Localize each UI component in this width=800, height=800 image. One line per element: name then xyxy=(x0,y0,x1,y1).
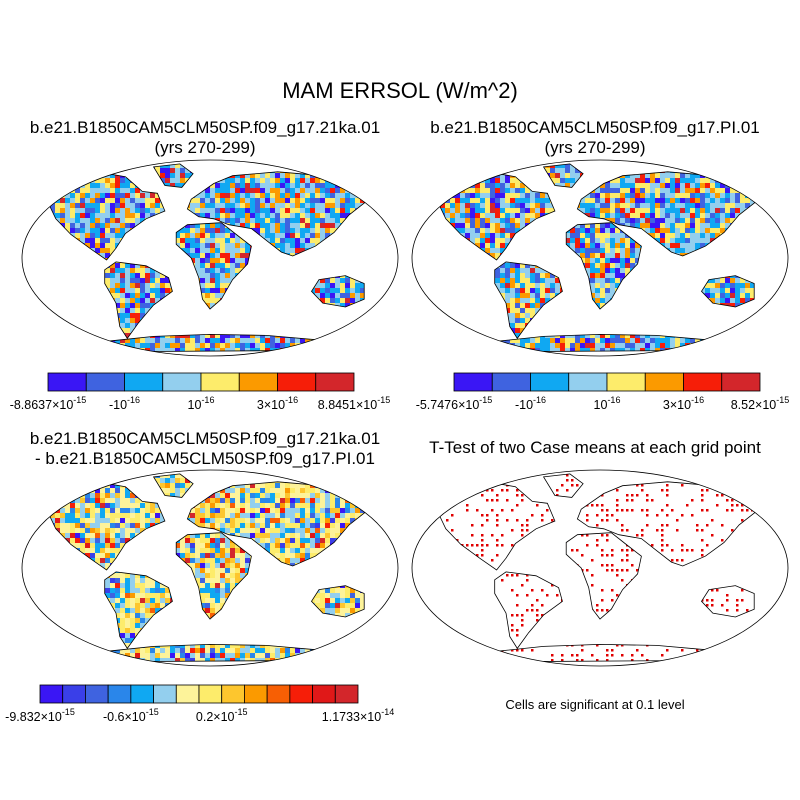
panel-1-title-line-1: b.e21.B1850CAM5CLM50SP.f09_g17.21ka.01 xyxy=(29,118,381,137)
colorbar-box xyxy=(221,684,245,704)
colorbar-box xyxy=(266,684,291,704)
colorbar-case1: -8.8637×10-15 -10-16 10-16 3×10-16 8.8451×10… xyxy=(10,372,390,412)
colorbar-label: -9.832×10-15 xyxy=(5,707,75,724)
colorbar-box xyxy=(39,684,64,704)
colorbar-box xyxy=(124,372,164,392)
map-panel-case2 xyxy=(411,159,789,357)
colorbar-case2: -5.7476×10-15 -10-16 10-16 3×10-16 8.52×10-1… xyxy=(416,372,790,412)
panel-4-title-line-1: T-Test of two Case means at each grid po… xyxy=(429,438,761,457)
colorbar-box xyxy=(453,372,493,392)
coastline-greenland xyxy=(152,163,194,188)
colorbar-label: 1.1733×10-14 xyxy=(322,707,394,724)
coastline-australia xyxy=(310,275,365,308)
panel-1-title: b.e21.B1850CAM5CLM50SP.f09_g17.21ka.01 (… xyxy=(20,118,390,158)
colorbar-label: 3×10-16 xyxy=(257,395,298,412)
colorbar-label: -10-16 xyxy=(515,395,546,412)
panel-4-title: T-Test of two Case means at each grid po… xyxy=(410,438,780,458)
colorbar-box xyxy=(200,372,240,392)
coastline-africa xyxy=(565,222,642,310)
coastline-africa xyxy=(175,532,252,620)
colorbar-label: 10-16 xyxy=(594,395,621,412)
colorbar-box xyxy=(721,372,761,392)
globe-outline xyxy=(411,469,789,667)
coastline-australia xyxy=(700,585,755,618)
coastline-eurasia xyxy=(186,171,373,257)
colorbar-box xyxy=(198,684,223,704)
map-panel-ttest xyxy=(411,469,789,667)
colorbar-box xyxy=(175,684,200,704)
panel-2-title-line-1: b.e21.B1850CAM5CLM50SP.f09_g17.PI.01 xyxy=(430,118,760,137)
colorbar-box xyxy=(238,372,278,392)
colorbar-label: -8.8637×10-15 xyxy=(10,395,87,412)
coastline-antarctica xyxy=(438,643,762,663)
coastlines xyxy=(424,473,763,663)
colorbar-label: -5.7476×10-15 xyxy=(416,395,493,412)
colorbar-label: 0.2×10-15 xyxy=(196,707,248,724)
coastline-greenland xyxy=(542,163,584,188)
panel-3-title-line-2: - b.e21.B1850CAM5CLM50SP.f09_g17.PI.01 xyxy=(35,449,375,468)
land-cells xyxy=(34,163,373,353)
colorbar-box xyxy=(289,684,313,704)
coastline-africa xyxy=(175,222,252,310)
coastline-north-america xyxy=(34,481,166,571)
significance-note: Cells are significant at 0.1 level xyxy=(505,697,685,712)
colorbar-box xyxy=(606,372,646,392)
colorbar-box xyxy=(85,684,109,704)
coastline-greenland xyxy=(152,473,194,498)
panel-2-title: b.e21.B1850CAM5CLM50SP.f09_g17.PI.01 (yr… xyxy=(410,118,780,158)
panel-1-title-line-2: (yrs 270-299) xyxy=(154,138,256,157)
map-panel-case1 xyxy=(21,159,399,357)
figure-title: MAM ERRSOL (W/m^2) xyxy=(282,78,518,103)
colorbar-box xyxy=(244,684,268,704)
coastline-africa xyxy=(565,532,642,620)
colorbar-box xyxy=(683,372,723,392)
globe-outline xyxy=(21,469,399,667)
colorbar-box xyxy=(130,684,154,704)
coastline-north-america xyxy=(424,171,556,261)
colorbar-box xyxy=(568,372,608,392)
colorbar-label: 3×10-16 xyxy=(663,395,704,412)
colorbar-difference: -9.832×10-15 -0.6×10-15 0.2×10-15 1.1733×10… xyxy=(5,684,394,724)
colorbar-box xyxy=(644,372,684,392)
globe-outline xyxy=(21,159,399,357)
panel-3-title: b.e21.B1850CAM5CLM50SP.f09_g17.21ka.01 -… xyxy=(20,429,390,469)
colorbar-label: -0.6×10-15 xyxy=(103,707,159,724)
coastline-south-america xyxy=(494,571,563,650)
coastline-south-america xyxy=(494,261,563,340)
map-panel-difference xyxy=(21,469,399,667)
colorbar-box xyxy=(491,372,531,392)
land-cells xyxy=(34,473,373,663)
panel-2-title-line-2: (yrs 270-299) xyxy=(544,138,646,157)
colorbar-box xyxy=(162,372,202,392)
colorbar-box xyxy=(153,684,177,704)
coastline-australia xyxy=(700,275,755,308)
colorbar-label: 8.8451×10-15 xyxy=(318,395,390,412)
coastline-greenland xyxy=(542,473,584,498)
coastline-eurasia xyxy=(186,481,373,567)
colorbar-box xyxy=(107,684,132,704)
coastline-eurasia xyxy=(576,481,763,567)
coastline-south-america xyxy=(104,261,173,340)
colorbar-box xyxy=(47,372,87,392)
panel-3-title-line-1: b.e21.B1850CAM5CLM50SP.f09_g17.21ka.01 xyxy=(29,429,381,448)
colorbar-box xyxy=(85,372,125,392)
colorbar-label: 8.52×10-15 xyxy=(731,395,790,412)
colorbar-box xyxy=(530,372,570,392)
colorbar-box xyxy=(62,684,86,704)
colorbar-label: -10-16 xyxy=(109,395,140,412)
colorbar-box xyxy=(334,684,359,704)
land-cells xyxy=(424,163,763,353)
colorbar-box xyxy=(315,372,355,392)
colorbar-label: 10-16 xyxy=(188,395,215,412)
colorbar-box xyxy=(277,372,317,392)
coastline-eurasia xyxy=(576,171,763,257)
coastline-australia xyxy=(310,585,365,618)
coastline-south-america xyxy=(104,571,173,650)
coastline-north-america xyxy=(424,481,556,571)
colorbar-box xyxy=(312,684,336,704)
coastline-north-america xyxy=(34,171,166,261)
globe-outline xyxy=(411,159,789,357)
